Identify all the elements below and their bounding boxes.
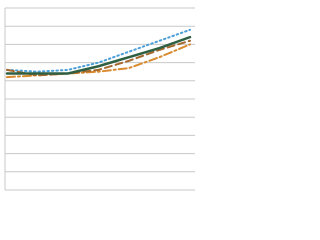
series-line [6, 43, 191, 79]
series-line [6, 28, 191, 73]
series-line [6, 39, 191, 77]
series-line [5, 35, 192, 75]
chart [4, 7, 195, 191]
